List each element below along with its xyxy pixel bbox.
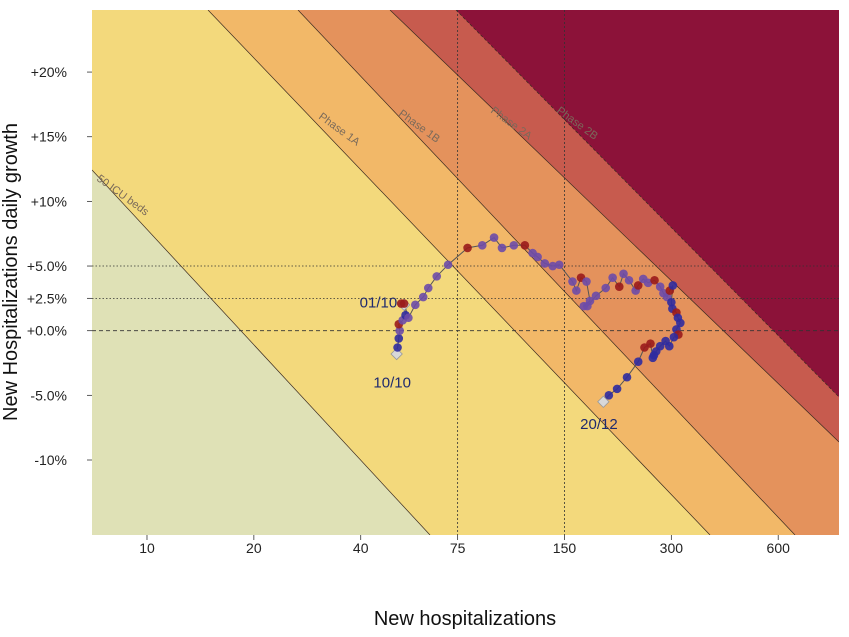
date-annotations: 01/10 10/10 20/12: [360, 294, 618, 432]
data-point: [655, 282, 665, 292]
data-point: [399, 299, 409, 308]
data-point: [619, 269, 628, 279]
data-point: [661, 336, 670, 346]
data-point: [418, 292, 428, 302]
y-tick-label: +0.0%: [27, 323, 67, 339]
data-point: [601, 283, 611, 293]
x-axis-ticks: 10 20 40 75 150 300 600: [139, 535, 790, 556]
y-tick-label: +15%: [31, 129, 67, 145]
data-point: [443, 260, 453, 270]
y-tick-label: +10%: [31, 193, 67, 209]
data-point: [489, 233, 499, 242]
data-point: [411, 300, 420, 310]
endpoint-marker: [597, 395, 610, 409]
zone-boundary-line: [389, 10, 839, 443]
data-point: [394, 334, 404, 343]
data-point: [612, 384, 622, 394]
y-axis-title: New Hospitalizations daily growth: [0, 123, 22, 421]
data-point: [614, 282, 624, 292]
y-tick-label: -10%: [34, 452, 67, 468]
y-tick-label: +20%: [31, 64, 67, 80]
data-points: [390, 233, 685, 409]
data-point: [624, 275, 634, 285]
zone-boundary-line: [455, 10, 839, 398]
data-point: [463, 243, 472, 253]
data-point: [633, 357, 643, 367]
zone-boundaries: [92, 10, 839, 535]
zone-boundary-line: [207, 10, 711, 535]
phase-zones: [92, 10, 839, 535]
data-point: [583, 301, 592, 311]
data-point: [622, 372, 632, 382]
data-point: [554, 260, 564, 270]
x-tick-label: 300: [660, 540, 684, 556]
data-point: [572, 286, 581, 295]
zone-boundary-line: [92, 169, 431, 535]
reference-lines: [92, 10, 839, 535]
y-tick-label: +5.0%: [27, 258, 67, 274]
y-tick-label: -5.0%: [30, 387, 67, 403]
data-point: [395, 326, 404, 335]
data-point: [669, 332, 679, 342]
x-tick-label: 75: [450, 540, 466, 556]
data-point: [591, 291, 601, 301]
data-point: [477, 241, 487, 250]
data-point: [667, 297, 676, 307]
x-tick-label: 600: [767, 540, 791, 556]
data-point: [497, 243, 507, 253]
x-tick-label: 150: [553, 540, 577, 556]
y-axis-ticks: +20% +15% +10% +5.0% +2.5% +0.0% -5.0% -10%: [27, 64, 92, 468]
data-point: [643, 278, 653, 288]
data-point: [568, 277, 577, 286]
x-tick-label: 40: [353, 540, 369, 556]
date-annotation: 10/10: [373, 374, 411, 391]
data-point: [582, 277, 591, 286]
date-annotation: 20/12: [580, 416, 618, 433]
zone-boundary-line: [297, 10, 796, 535]
data-point: [540, 259, 550, 268]
x-tick-label: 10: [139, 540, 155, 556]
data-point: [676, 318, 685, 328]
data-point: [533, 252, 542, 262]
data-point: [423, 283, 433, 293]
data-point: [393, 343, 402, 352]
data-point: [548, 261, 558, 271]
x-axis-title: New hospitalizations: [374, 608, 556, 630]
data-point: [520, 241, 530, 250]
data-point: [633, 281, 643, 290]
data-point: [668, 281, 678, 290]
x-tick-label: 20: [246, 540, 262, 556]
date-annotation: 01/10: [360, 294, 398, 311]
data-point: [640, 343, 649, 352]
data-point: [509, 241, 519, 250]
data-point: [432, 272, 442, 281]
data-point: [648, 353, 658, 363]
data-point: [404, 313, 413, 323]
data-point: [608, 273, 617, 282]
data-point: [650, 275, 659, 285]
data-point: [604, 391, 614, 400]
y-tick-label: +2.5%: [27, 290, 67, 306]
